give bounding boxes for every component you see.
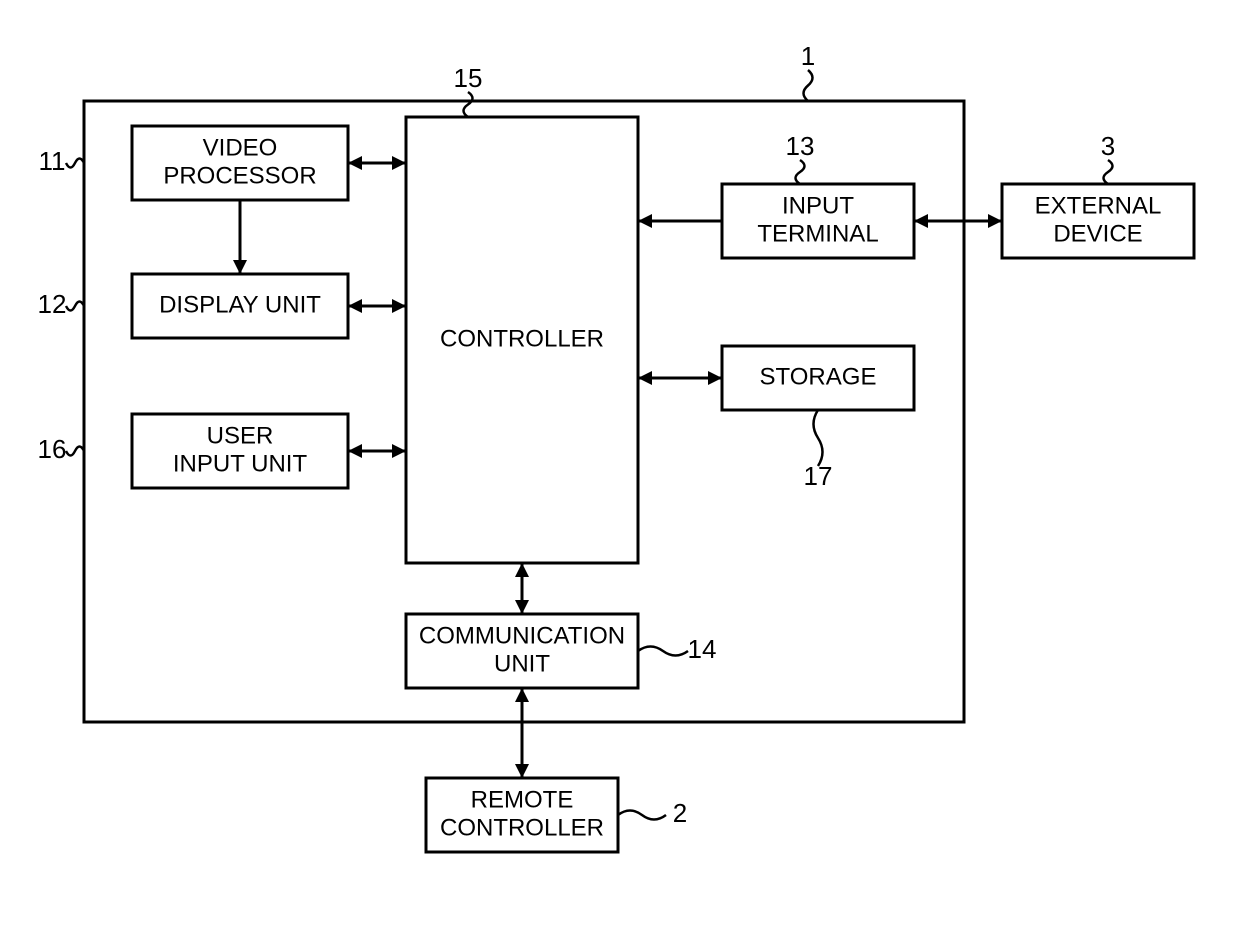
- input-terminal-label: INPUT: [782, 192, 854, 219]
- remote-controller-label: CONTROLLER: [440, 814, 604, 841]
- ref-leader-11: [66, 159, 84, 168]
- ref-leader-14: [638, 647, 688, 656]
- ref-leader-12: [66, 302, 84, 311]
- ref-num-13: 13: [786, 131, 815, 161]
- communication-unit-label: COMMUNICATION: [419, 622, 625, 649]
- ref-num-2: 2: [673, 798, 687, 828]
- controller-label: CONTROLLER: [440, 325, 604, 352]
- ref-leader-15: [464, 92, 473, 117]
- ref-leader-17: [814, 410, 823, 466]
- external-device-label: EXTERNAL: [1035, 192, 1162, 219]
- external-device-label: DEVICE: [1053, 220, 1142, 247]
- ref-leader-16: [66, 447, 84, 456]
- input-terminal-label: TERMINAL: [757, 220, 878, 247]
- ref-leader-1: [804, 70, 813, 101]
- ref-num-16: 16: [38, 434, 67, 464]
- communication-unit-label: UNIT: [494, 650, 550, 677]
- ref-num-12: 12: [38, 289, 67, 319]
- ref-num-17: 17: [804, 461, 833, 491]
- display-unit-label: DISPLAY UNIT: [159, 291, 321, 318]
- ref-num-15: 15: [454, 63, 483, 93]
- ref-num-14: 14: [688, 634, 717, 664]
- ref-leader-2: [618, 811, 666, 820]
- ref-leader-13: [796, 160, 805, 184]
- video-processor-label: VIDEO: [203, 134, 278, 161]
- video-processor-label: PROCESSOR: [163, 162, 316, 189]
- storage-label: STORAGE: [760, 363, 877, 390]
- ref-num-11: 11: [39, 146, 66, 176]
- ref-num-1: 1: [801, 41, 815, 71]
- user-input-unit-label: INPUT UNIT: [173, 450, 308, 477]
- remote-controller-label: REMOTE: [471, 786, 574, 813]
- ref-num-3: 3: [1101, 131, 1115, 161]
- user-input-unit-label: USER: [207, 422, 274, 449]
- ref-leader-3: [1104, 160, 1113, 184]
